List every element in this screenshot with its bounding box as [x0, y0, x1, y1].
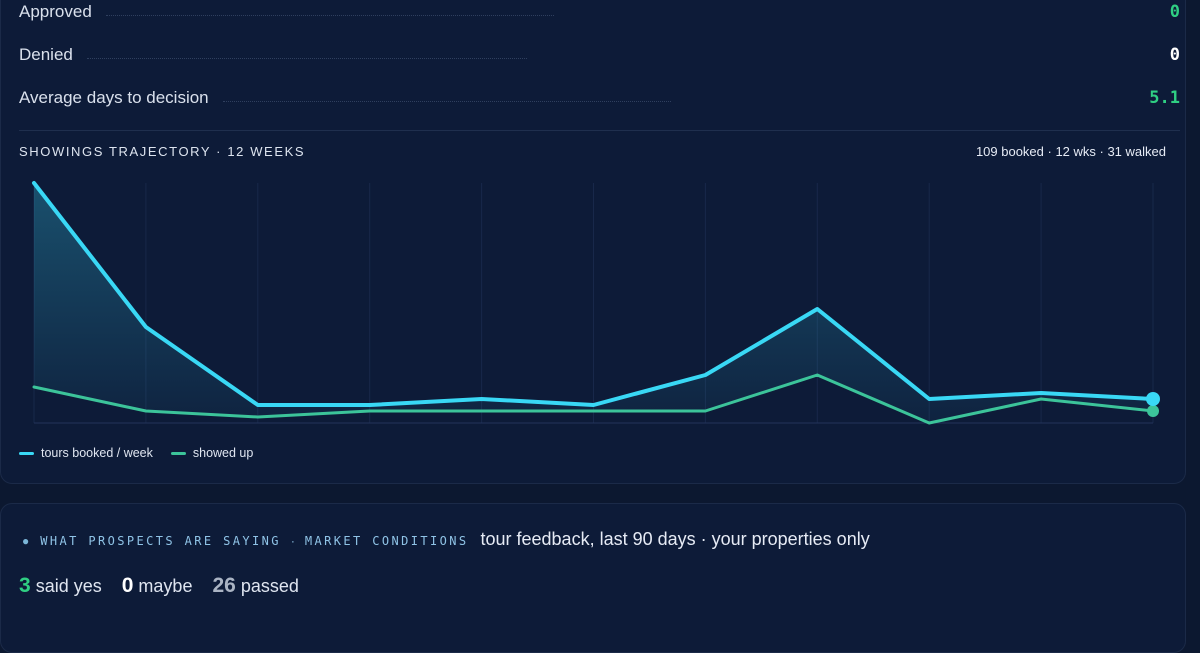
bullet-icon: ●	[22, 534, 30, 548]
stat-label-approved: Approved	[19, 2, 92, 21]
legend-item-showed: showed up	[170, 446, 254, 460]
legend-swatch-booked	[19, 451, 34, 455]
trajectory-title: SHOWINGS TRAJECTORY · 12 WEEKS	[19, 144, 306, 159]
booked-area-fill	[34, 183, 1153, 423]
showings-trajectory-chart	[32, 181, 1160, 425]
count-number-passed: 26	[212, 574, 236, 597]
leader-dots	[86, 57, 527, 59]
latest-point-booked[interactable]	[1146, 392, 1160, 406]
count-maybe: 0 maybe	[122, 574, 193, 598]
leader-dots	[222, 100, 671, 102]
stat-value-approved: 0	[1169, 2, 1180, 22]
stat-row-denied: Denied 0	[19, 43, 1180, 67]
feedback-kicker-market: MARKET CONDITIONS	[304, 534, 469, 548]
latest-point-showed[interactable]	[1147, 405, 1159, 417]
chart-legend: tours booked / week showed up	[19, 446, 271, 460]
count-label-maybe: maybe	[138, 576, 193, 596]
legend-swatch-showed	[170, 451, 186, 455]
legend-item-booked: tours booked / week	[19, 446, 153, 460]
count-label-yes: said yes	[35, 576, 102, 596]
leader-dots	[105, 14, 554, 16]
count-label-passed: passed	[240, 576, 299, 596]
feedback-header: ● WHAT PROSPECTS ARE SAYING · MARKET CON…	[22, 529, 870, 550]
stat-row-avg-days: Average days to decision 5.1	[19, 86, 1180, 110]
stat-label-avg-days: Average days to decision	[19, 88, 209, 107]
feedback-counts: 3 said yes 0 maybe 26 passed	[19, 574, 319, 598]
series-line-booked	[32, 181, 1155, 407]
feedback-subtitle: tour feedback, last 90 days · your prope…	[480, 529, 870, 549]
section-divider	[19, 130, 1180, 131]
count-number-yes: 3	[19, 574, 31, 597]
legend-label-booked: tours booked / week	[41, 446, 153, 460]
series-line-showed	[32, 373, 1155, 425]
stat-value-denied: 0	[1169, 45, 1180, 65]
stat-label-denied: Denied	[19, 45, 73, 64]
count-said-yes: 3 said yes	[19, 574, 102, 598]
feedback-kicker-prospects: WHAT PROSPECTS ARE SAYING	[40, 534, 281, 548]
feedback-separator: ·	[290, 534, 295, 548]
trajectory-summary: 109 booked · 12 wks · 31 walked	[975, 144, 1166, 159]
count-number-maybe: 0	[121, 574, 134, 597]
count-passed: 26 passed	[212, 574, 298, 598]
stat-value-avg-days: 5.1	[1149, 88, 1180, 108]
prospect-feedback-card	[0, 503, 1186, 653]
legend-label-showed: showed up	[192, 446, 254, 460]
stat-row-approved: Approved 0	[19, 0, 1180, 24]
